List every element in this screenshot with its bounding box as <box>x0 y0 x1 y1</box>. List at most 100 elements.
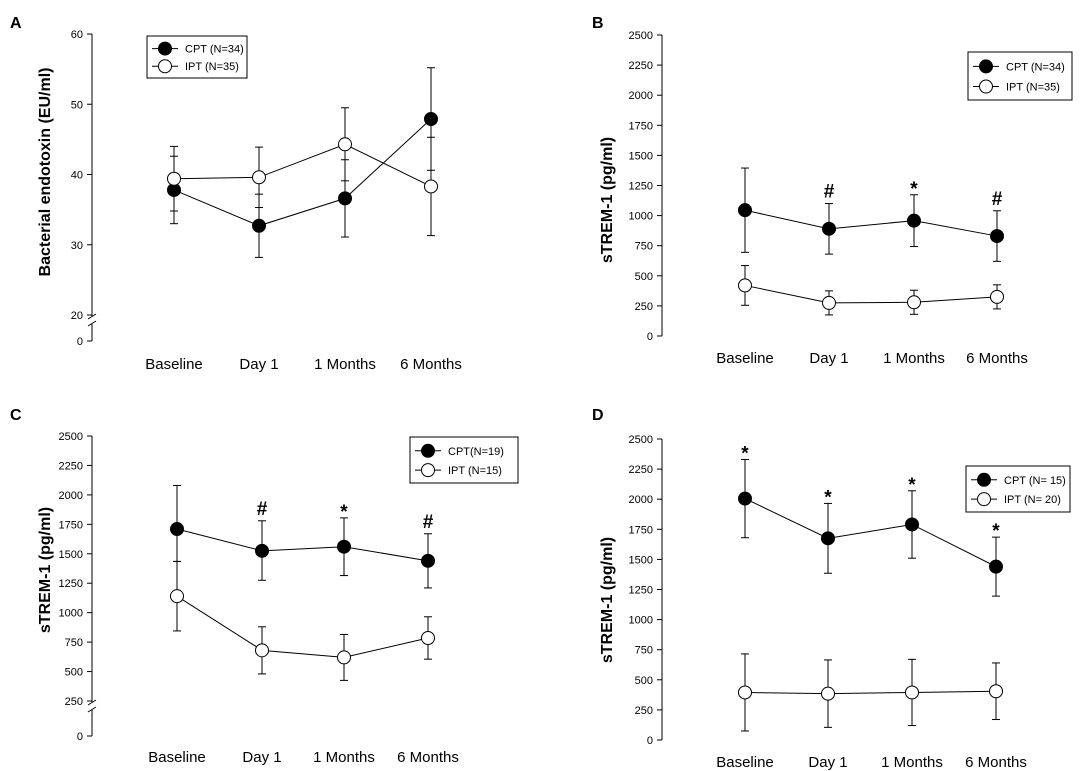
x-category-label: Baseline <box>716 754 774 771</box>
panel-b: B 0 250 500 750 1000 1250 1500 1750 2000 2250 2500 s… <box>592 15 1073 367</box>
legend-label: CPT (N=34) <box>1006 61 1065 73</box>
data-point <box>170 522 184 537</box>
legend-marker <box>421 463 435 478</box>
data-point <box>255 643 269 658</box>
significance-marker: * <box>824 487 832 508</box>
panel-d: D 0 250 500 750 1000 1250 1500 1750 2000 2250 2500 s… <box>592 407 1071 771</box>
y-tick-label: 2500 <box>629 30 653 42</box>
series-line <box>176 595 429 658</box>
y-tick-label: 750 <box>635 645 653 657</box>
data-point <box>252 170 266 185</box>
legend-marker <box>158 59 172 74</box>
x-category-label: Day 1 <box>242 749 281 766</box>
series-ipt <box>167 107 438 237</box>
y-tick-label: 1500 <box>59 549 83 561</box>
y-tick-label: 1500 <box>629 554 653 566</box>
panel-c: C 0 250 500 750 1000 1250 1500 1750 2000 2250 2500 s… <box>10 407 519 766</box>
x-category-label: 1 Months <box>883 350 945 367</box>
panel-letter: C <box>10 407 22 424</box>
legend-label: CPT(N=19) <box>448 446 504 458</box>
panel-letter: A <box>10 15 22 32</box>
data-point <box>905 517 919 532</box>
x-category-label: Day 1 <box>808 754 847 771</box>
data-point <box>989 684 1003 699</box>
y-tick-label: 2500 <box>59 431 83 443</box>
x-category-label: Baseline <box>145 356 203 373</box>
y-tick-label: 1750 <box>629 120 653 132</box>
significance-marker: * <box>908 475 916 496</box>
data-point <box>424 179 438 194</box>
axis-break-mark <box>87 320 97 327</box>
y-tick-label: 750 <box>65 637 83 649</box>
legend-marker <box>979 59 993 74</box>
series-line <box>744 284 998 304</box>
data-point <box>252 218 266 233</box>
y-tick-label: 0 <box>77 336 83 348</box>
series-line <box>744 209 998 237</box>
legend-label: CPT (N= 15) <box>1004 475 1066 487</box>
x-category-label: 6 Months <box>966 350 1028 367</box>
legend-marker <box>158 41 172 56</box>
significance-marker: # <box>257 499 268 520</box>
y-tick-label: 2000 <box>629 494 653 506</box>
axis-break-mark <box>87 706 97 713</box>
legend-marker <box>979 79 993 94</box>
x-category-label: Day 1 <box>809 350 848 367</box>
data-point <box>822 221 836 236</box>
x-category-label: Baseline <box>148 749 206 766</box>
y-axis-title: sTREM-1 (pg/ml) <box>37 507 54 633</box>
y-tick-label: 1750 <box>59 519 83 531</box>
data-point <box>990 229 1004 244</box>
data-point <box>821 531 835 546</box>
y-tick-label: 0 <box>647 735 653 747</box>
data-point <box>738 278 752 293</box>
y-tick-label: 2250 <box>59 460 83 472</box>
significance-marker: * <box>741 443 749 464</box>
axis-break-mark <box>87 699 97 706</box>
x-category-label: 1 Months <box>314 356 376 373</box>
data-point <box>821 686 835 701</box>
x-category-label: 6 Months <box>965 754 1027 771</box>
data-point <box>167 171 181 186</box>
y-tick-label: 250 <box>635 301 653 313</box>
series-line <box>176 528 429 562</box>
panel-letter: B <box>592 15 604 32</box>
y-tick-label: 2000 <box>59 490 83 502</box>
y-tick-label: 1750 <box>629 524 653 536</box>
y-tick-label: 2250 <box>629 464 653 476</box>
y-tick-label: 1000 <box>629 211 653 223</box>
data-point <box>738 685 752 700</box>
y-tick-label: 1000 <box>629 615 653 627</box>
y-tick-label: 2000 <box>629 90 653 102</box>
series-ipt <box>738 653 1003 732</box>
significance-marker: # <box>824 182 835 203</box>
legend-marker <box>421 443 435 458</box>
series-cpt <box>167 67 438 258</box>
series-line <box>173 143 432 187</box>
x-category-label: 6 Months <box>397 749 459 766</box>
significance-marker: * <box>992 521 1000 542</box>
y-tick-label: 750 <box>635 241 653 253</box>
y-tick-label: 500 <box>635 271 653 283</box>
y-tick-label: 60 <box>71 29 83 41</box>
data-point <box>421 553 435 568</box>
y-tick-label: 0 <box>77 731 83 743</box>
y-tick-label: 250 <box>635 705 653 717</box>
legend: CPT(N=19) IPT (N=15) <box>409 436 519 484</box>
data-point <box>905 685 919 700</box>
y-tick-label: 2500 <box>629 434 653 446</box>
y-tick-label: 1000 <box>59 608 83 620</box>
data-point <box>338 191 352 206</box>
series-line <box>744 498 997 568</box>
legend-label: IPT (N=15) <box>448 465 502 477</box>
x-category-label: Baseline <box>716 350 774 367</box>
y-tick-label: 30 <box>71 240 83 252</box>
x-category-label: 6 Months <box>400 356 462 373</box>
axis-break-mark <box>87 313 97 320</box>
legend-label: IPT (N=35) <box>1006 82 1060 94</box>
y-axis-title: sTREM-1 (pg/ml) <box>599 137 616 263</box>
x-category-label: Day 1 <box>239 356 278 373</box>
y-tick-label: 1250 <box>59 578 83 590</box>
data-point <box>337 650 351 665</box>
